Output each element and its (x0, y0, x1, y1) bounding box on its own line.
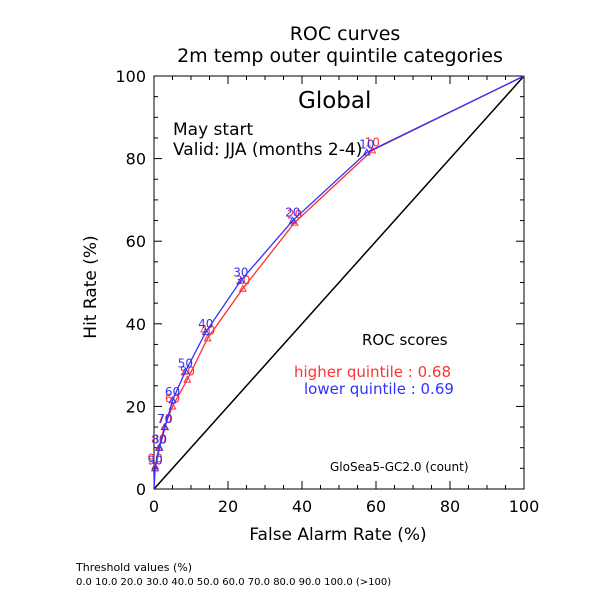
threshold-label: 70 (157, 412, 172, 426)
x-tick-label: 40 (292, 497, 312, 516)
y-tick-label: 80 (126, 150, 146, 169)
triangle-marker (183, 375, 192, 383)
threshold-label: 90 (147, 453, 162, 467)
triangle-marker (201, 327, 210, 336)
threshold-label: 10 (365, 135, 380, 149)
triangle-marker (151, 464, 160, 472)
threshold-label: 20 (285, 206, 300, 220)
triangle-marker (203, 334, 212, 342)
y-tick-label: 40 (126, 315, 146, 334)
triangle-marker (238, 284, 247, 292)
triangle-marker (362, 148, 371, 156)
threshold-label: 60 (165, 391, 180, 405)
valid-label: Valid: JJA (months 2-4) (173, 140, 362, 160)
y-tick-label: 60 (126, 232, 146, 251)
triangle-marker (181, 367, 190, 375)
model-label: GloSea5-GC2.0 (count) (330, 460, 469, 474)
triangle-marker (155, 443, 164, 451)
threshold-label: 80 (152, 433, 167, 447)
y-axis-label: Hit Rate (%) (81, 235, 101, 338)
x-tick-label: 0 (149, 497, 159, 516)
threshold-label: 10 (359, 137, 374, 151)
y-tick-label: 0 (136, 480, 146, 499)
triangle-marker (161, 422, 170, 431)
x-tick-label: 100 (509, 497, 540, 516)
threshold-label: 20 (287, 208, 302, 222)
chart-subtitle: 2m temp outer quintile categories (177, 45, 503, 67)
higher-quintile-score: higher quintile : 0.68 (294, 363, 451, 381)
x-tick-label: 80 (440, 497, 460, 516)
x-tick-label: 60 (366, 497, 386, 516)
roc-scores-heading: ROC scores (362, 331, 448, 349)
x-axis-label: False Alarm Rate (%) (249, 525, 426, 545)
threshold-label: 50 (178, 356, 193, 370)
region-label: Global (298, 88, 371, 114)
triangle-marker (168, 395, 177, 404)
no-skill-diagonal (153, 75, 525, 490)
start-label: May start (173, 120, 253, 140)
lower-quintile-line (153, 75, 525, 490)
triangle-marker (288, 216, 297, 224)
threshold-label: 60 (165, 385, 180, 399)
plot-area: 0 20 40 60 80 100 0 20 40 60 80 100 90 80 70 60 50 40 30 20… (115, 67, 539, 516)
threshold-label: 30 (233, 265, 248, 279)
threshold-values: 0.0 10.0 20.0 30.0 40.0 50.0 60.0 70.0 8… (76, 577, 392, 588)
triangle-marker (290, 218, 299, 226)
lower-quintile-score: lower quintile : 0.69 (304, 380, 454, 398)
threshold-heading: Threshold values (%) (76, 561, 193, 574)
threshold-label: 90 (147, 451, 162, 465)
threshold-label: 40 (198, 317, 213, 331)
y-tick-label: 20 (126, 397, 146, 416)
x-tick-label: 20 (218, 497, 238, 516)
chart-title: ROC curves (290, 23, 401, 45)
triangle-marker (236, 276, 245, 284)
y-tick-label: 100 (115, 67, 146, 86)
